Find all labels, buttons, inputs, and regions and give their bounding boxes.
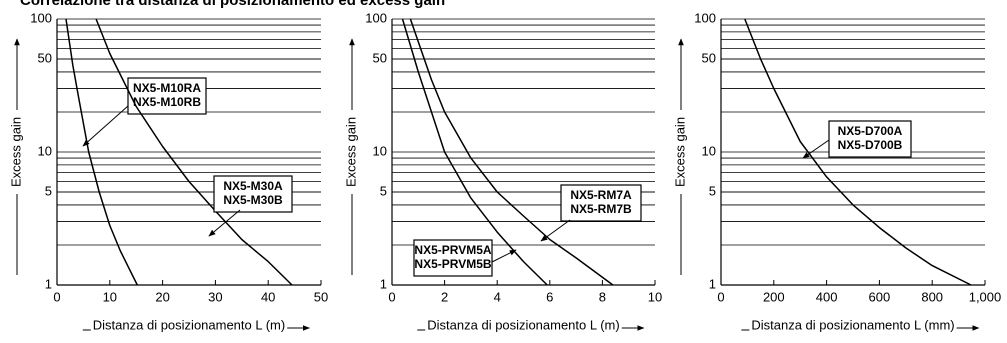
annotation-label: NX5-RM7A xyxy=(570,188,632,202)
x-tick-label: 800 xyxy=(921,289,943,304)
annotation-label: NX5-D700B xyxy=(838,138,903,152)
annotation-label: NX5-PRVM5B xyxy=(414,257,491,271)
x-tick-label: 20 xyxy=(155,289,169,304)
y-tick-label: 1 xyxy=(45,276,52,291)
annotation-arrow xyxy=(491,249,517,263)
x-tick-label: 40 xyxy=(261,289,275,304)
annotation-arrow xyxy=(208,209,241,237)
annotation-label: NX5-M10RB xyxy=(133,95,201,109)
annotation-arrow xyxy=(540,219,571,242)
x-axis-label: Distanza di posizionamento L (m) xyxy=(93,317,285,332)
x-tick-label: 2 xyxy=(441,289,448,304)
y-tick-label: 50 xyxy=(373,50,387,65)
annotation-label: NX5-M30B xyxy=(223,193,283,207)
x-tick-label: 4 xyxy=(494,289,501,304)
y-tick-label: 1 xyxy=(380,276,387,291)
x-tick-label: 0 xyxy=(388,289,395,304)
annotation-label: NX5-M30A xyxy=(223,179,283,193)
curve xyxy=(401,18,548,286)
x-tick-label: 200 xyxy=(763,289,785,304)
annotation-box xyxy=(413,239,493,277)
x-tick-label: 6 xyxy=(546,289,553,304)
y-tick-label: 100 xyxy=(30,10,52,25)
annotation-box xyxy=(127,77,207,115)
x-axis-label: Distanza di posizionamento L (m) xyxy=(427,317,619,332)
x-tick-label: 50 xyxy=(314,289,328,304)
y-tick-label: 1 xyxy=(709,276,716,291)
curve xyxy=(409,18,614,286)
annotation-box xyxy=(213,175,293,213)
annotation-label: NX5-D700A xyxy=(838,124,903,138)
y-tick-label: 100 xyxy=(694,10,716,25)
y-tick-label: 50 xyxy=(702,50,716,65)
x-tick-label: 10 xyxy=(103,289,117,304)
annotation-label: NX5-RM7B xyxy=(570,202,632,216)
y-axis-label: Excess gain xyxy=(343,117,358,187)
y-tick-label: 100 xyxy=(365,10,387,25)
x-tick-label: 10 xyxy=(648,289,662,304)
y-tick-label: 10 xyxy=(38,143,52,158)
page-title: Correlazione tra distanza di posizioname… xyxy=(20,0,445,9)
y-axis-label: Excess gain xyxy=(8,117,23,187)
x-tick-label: 400 xyxy=(816,289,838,304)
x-tick-label: 600 xyxy=(869,289,891,304)
x-axis-label: Distanza di posizionamento L (mm) xyxy=(751,317,954,332)
annotation-label: NX5-M10RA xyxy=(133,81,201,95)
y-axis-label: Excess gain xyxy=(672,117,687,187)
curve xyxy=(65,18,138,286)
y-tick-label: 5 xyxy=(380,183,387,198)
curve xyxy=(95,18,293,286)
x-tick-label: 0 xyxy=(53,289,60,304)
y-tick-label: 5 xyxy=(45,183,52,198)
y-tick-label: 50 xyxy=(38,50,52,65)
x-tick-label: 8 xyxy=(599,289,606,304)
y-tick-label: 10 xyxy=(373,143,387,158)
annotation-box xyxy=(828,120,912,158)
y-tick-label: 5 xyxy=(709,183,716,198)
annotation-arrow xyxy=(82,105,129,147)
x-tick-label: 1,000 xyxy=(969,289,1002,304)
annotation-label: NX5-PRVM5A xyxy=(414,243,491,257)
x-tick-label: 0 xyxy=(717,289,724,304)
annotation-box xyxy=(560,184,642,222)
curve xyxy=(744,18,972,286)
x-tick-label: 30 xyxy=(208,289,222,304)
y-tick-label: 10 xyxy=(702,143,716,158)
annotation-arrow xyxy=(802,139,830,159)
